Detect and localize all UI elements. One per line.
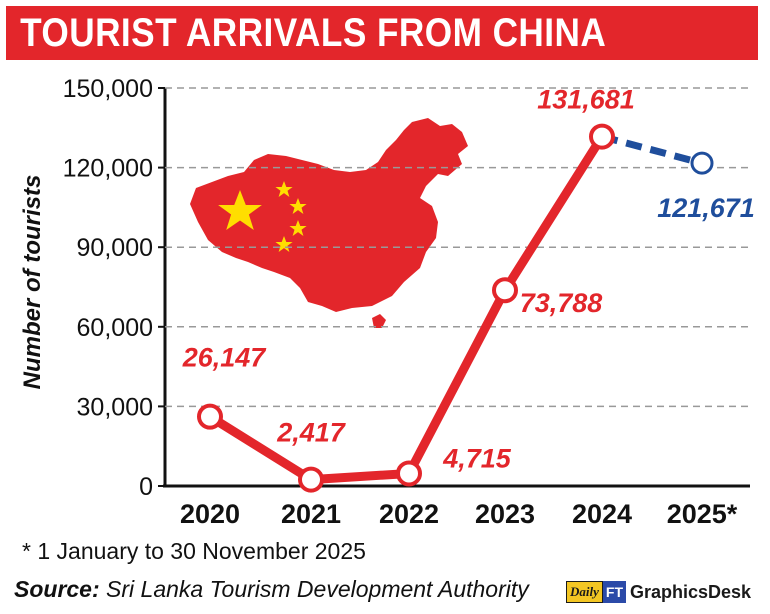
x-tick-label: 2025*	[667, 499, 738, 529]
y-tick-label: 150,000	[63, 75, 153, 103]
data-label: 131,681	[537, 85, 635, 115]
source-text: Sri Lanka Tourism Development Authority	[106, 576, 529, 602]
data-label: 2,417	[276, 418, 347, 448]
brand-logo: Daily FT GraphicsDesk	[566, 580, 751, 604]
brand-daily: Daily	[566, 581, 603, 603]
y-tick-label: 30,000	[77, 393, 153, 421]
y-axis-label: Number of tourists	[19, 175, 46, 390]
source-label: Source:	[14, 576, 100, 602]
x-tick-label: 2021	[281, 499, 341, 529]
x-tick-label: 2020	[180, 499, 240, 529]
big-star-icon	[218, 190, 262, 230]
y-tick-label: 90,000	[77, 234, 153, 262]
x-tick-label: 2024	[572, 499, 632, 529]
data-point	[690, 151, 714, 175]
data-point	[589, 123, 615, 150]
data-label: 26,147	[182, 343, 268, 373]
y-tick-label: 120,000	[63, 155, 153, 183]
small-star-icon	[275, 181, 293, 197]
estimate-line	[601, 133, 703, 167]
y-tick-label: 60,000	[77, 314, 153, 342]
chart-title: TOURIST ARRIVALS FROM CHINA	[20, 10, 607, 55]
footnote: * 1 January to 30 November 2025	[22, 538, 366, 564]
small-star-icon	[289, 220, 307, 236]
small-star-icon	[289, 198, 307, 214]
y-tick-label: 0	[139, 473, 153, 501]
data-point	[298, 466, 324, 493]
title-bar: TOURIST ARRIVALS FROM CHINA	[6, 6, 758, 60]
data-point	[492, 277, 518, 304]
data-label: 121,671	[657, 193, 755, 223]
source-line: Source: Sri Lanka Tourism Development Au…	[14, 576, 529, 603]
data-point	[396, 460, 422, 487]
data-label: 73,788	[520, 288, 603, 318]
data-point	[197, 403, 223, 430]
x-tick-label: 2022	[379, 499, 439, 529]
data-label: 4,715	[442, 443, 512, 473]
china-map-flag-icon	[190, 118, 468, 328]
x-tick-label: 2023	[475, 499, 535, 529]
brand-ft: FT	[602, 581, 626, 603]
brand-graphics-desk: GraphicsDesk	[630, 581, 752, 602]
small-star-icon	[275, 236, 293, 252]
